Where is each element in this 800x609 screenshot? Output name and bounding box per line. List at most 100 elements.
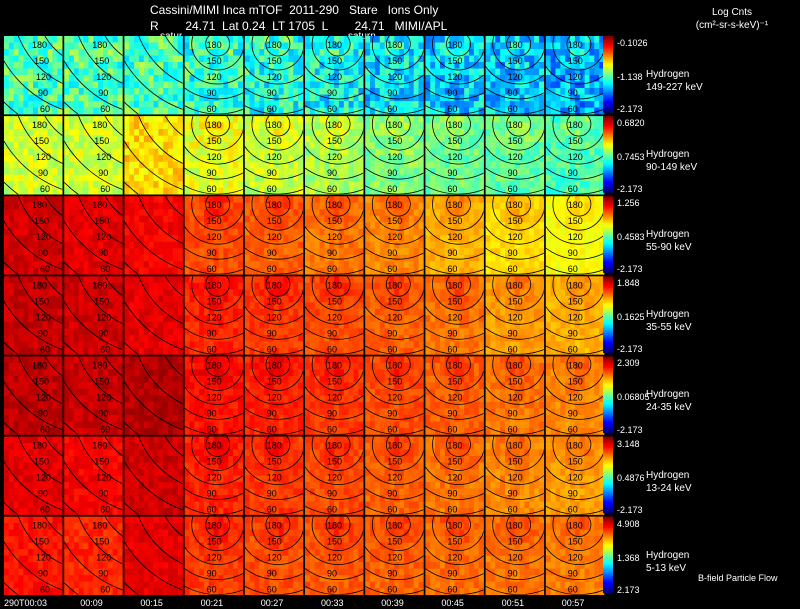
contour-label: 90: [327, 408, 337, 418]
contour-label: 60: [568, 585, 578, 595]
contour-label: 180: [32, 521, 47, 531]
contour-label: 120: [508, 72, 523, 82]
contour-label: 120: [447, 72, 462, 82]
contour-label: 180: [387, 280, 402, 290]
contour-label: 120: [447, 473, 462, 483]
contour-label: 120: [36, 392, 51, 402]
contour-label: 60: [387, 344, 397, 354]
contour-label: 120: [568, 553, 583, 563]
contour-label: 150: [327, 216, 342, 226]
contour-label: 60: [100, 184, 110, 194]
colorbar-tick-label: 1.368: [617, 552, 640, 563]
energy-label: 90-149 keV: [646, 162, 698, 174]
contour-label: 120: [327, 232, 342, 242]
contour-label: 120: [387, 392, 402, 402]
heatmap-cell: 180 150 120 90 60: [545, 36, 605, 115]
contour-label: 150: [327, 296, 342, 306]
panel-label: Hydrogen 35-55 keV: [646, 308, 692, 334]
contour-label: 150: [447, 457, 462, 467]
contour-label: 60: [568, 104, 578, 114]
contour-label: 120: [387, 72, 402, 82]
contour-label: 60: [267, 344, 277, 354]
contour-label: 150: [508, 296, 523, 306]
contour-label: 90: [98, 88, 108, 98]
contour-label: 150: [508, 56, 523, 66]
contour-label: 180: [387, 360, 402, 370]
contour-label: 150: [568, 296, 583, 306]
colorbar-tick-label: -2.173: [617, 104, 643, 115]
colorbar: [603, 356, 613, 433]
contour-label: 60: [327, 424, 337, 434]
contour-label: 90: [327, 569, 337, 579]
heatmap-cell: 180 150 120 90 60: [244, 36, 304, 115]
contour-label: 150: [94, 537, 109, 547]
heatmap-cell: 180 150 120 90 60: [305, 36, 364, 115]
contour-label: 180: [207, 200, 222, 210]
heatmap-cell: 180 150 120 90 60: [184, 196, 244, 275]
heatmap-cell: 180 150 120 90 60: [4, 116, 63, 195]
contour-label: 180: [267, 441, 282, 451]
heatmap-cell: 180 150 120 90 60: [545, 276, 605, 355]
contour-label: 60: [387, 424, 397, 434]
contour-label: 180: [207, 40, 222, 50]
contour-label: 180: [207, 280, 222, 290]
heatmap-cell: 180 150 120 90 60: [365, 276, 424, 355]
contour-label: 150: [387, 136, 402, 146]
contour-label: 150: [267, 457, 282, 467]
contour-label: 90: [267, 248, 277, 258]
heatmap-cell: 180 150 120 90 60: [184, 516, 244, 595]
heatmap-cell: 180 150 120 90 60: [305, 516, 364, 595]
heatmap-cell: [124, 116, 183, 195]
contour-label: 120: [36, 473, 51, 483]
contour-label: 150: [327, 136, 342, 146]
panel-label: Hydrogen 90-149 keV: [646, 148, 697, 174]
panel-label: Hydrogen 24-35 keV: [646, 388, 692, 414]
colorbar-tick-label: 0.4876: [617, 472, 645, 483]
contour-label: 180: [568, 280, 583, 290]
contour-label: 150: [267, 136, 282, 146]
contour-label: 180: [568, 521, 583, 531]
contour-label: 150: [327, 56, 342, 66]
heatmap-cell: 180 150 120 90 60: [184, 116, 244, 195]
contour-label: 60: [447, 505, 457, 515]
contour-label: 60: [207, 344, 217, 354]
colorbar-tick-label: 0.06805: [617, 392, 650, 403]
heatmap-cell: [124, 196, 183, 275]
contour-label: 90: [98, 408, 108, 418]
chart-title: Cassini/MIMI Inca mTOF 2011-290 Stare Io…: [150, 3, 439, 17]
energy-label: 149-227 keV: [646, 82, 703, 93]
contour-label: 150: [508, 457, 523, 467]
contour-label: 120: [447, 152, 462, 162]
panel-label: Hydrogen 149-227 keV: [646, 68, 703, 94]
contour-label: 90: [98, 489, 108, 499]
contour-label: 90: [508, 489, 518, 499]
colorbar-tick-label: 0.7453: [617, 152, 645, 163]
contour-label: 60: [267, 104, 277, 114]
colorbar-tick-label: 3.148: [617, 438, 640, 449]
contour-label: 90: [327, 88, 337, 98]
contour-label: 150: [94, 457, 109, 467]
contour-label: 120: [327, 312, 342, 322]
heatmap-cell: 180 150 120 90 60: [305, 196, 364, 275]
contour-label: 60: [207, 264, 217, 274]
contour-label: 60: [447, 264, 457, 274]
contour-label: 150: [267, 376, 282, 386]
units-line-1: Log Cnts: [711, 7, 753, 18]
contour-label: 90: [327, 248, 337, 258]
heatmap-cell: 180 150 120 90 60: [365, 36, 424, 115]
contour-label: 150: [568, 56, 583, 66]
contour-label: 120: [508, 312, 523, 322]
panel-label: Hydrogen 5-13 keV: [646, 549, 689, 575]
contour-label: 150: [387, 376, 402, 386]
contour-label: 60: [508, 264, 518, 274]
contour-label: 180: [387, 40, 402, 50]
contour-label: 180: [508, 40, 523, 50]
contour-label: 60: [447, 184, 457, 194]
contour-label: 90: [38, 328, 48, 338]
heatmap-cell: 180 150 120 90 60: [184, 436, 244, 515]
contour-label: 90: [267, 88, 277, 98]
contour-label: 90: [447, 248, 457, 258]
contour-label: 60: [568, 505, 578, 515]
contour-label: 150: [568, 457, 583, 467]
colorbar-tick-label: -2.173: [617, 504, 643, 515]
